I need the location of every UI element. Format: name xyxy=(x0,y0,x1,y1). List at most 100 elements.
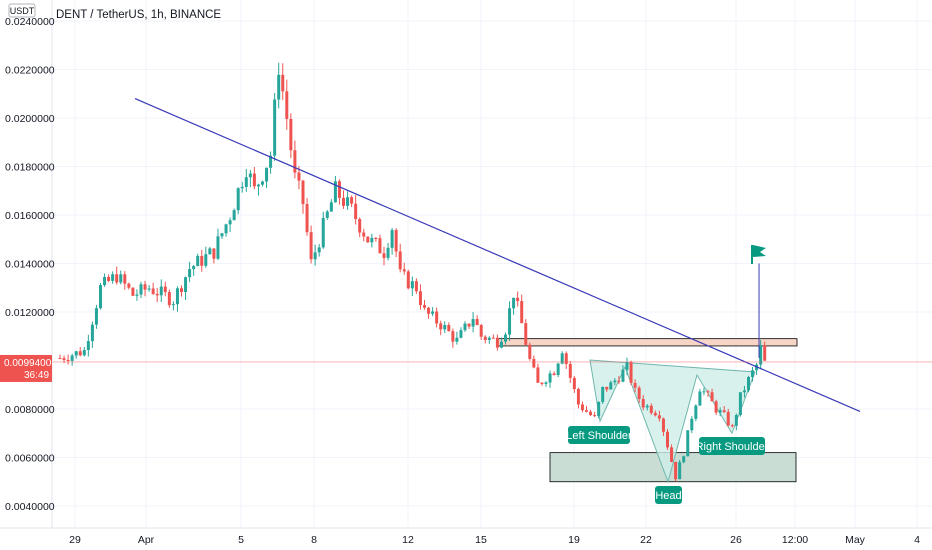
candle-body xyxy=(585,410,588,412)
candle-body xyxy=(702,391,706,393)
candle-body xyxy=(208,248,212,255)
last-price-tag: 0.0099400 36:49 xyxy=(0,354,52,382)
candle-body xyxy=(613,380,617,383)
candle-body xyxy=(718,410,722,413)
price-axis[interactable]: 0.0040000 0.0060000 0.0080000 0.0120000 0.01… xyxy=(5,16,55,513)
candle-body xyxy=(414,281,418,292)
candle-body xyxy=(99,285,102,309)
last-price-countdown: 36:49 xyxy=(24,370,49,381)
candle-body xyxy=(90,324,94,342)
candle-body xyxy=(629,362,633,383)
candle-body xyxy=(657,415,661,419)
candle-body xyxy=(463,323,467,331)
right-shoulder-label[interactable]: Right Shoulder xyxy=(696,437,769,455)
candle-body xyxy=(220,233,224,237)
price-tick-label: 0.0160000 xyxy=(5,210,55,222)
candle-body xyxy=(439,323,443,330)
candle-body xyxy=(131,287,135,296)
time-axis[interactable]: 29 Apr 5 8 12 15 19 22 26 12:00 May 4 xyxy=(69,534,920,546)
price-tick-label: 0.0240000 xyxy=(5,16,55,28)
candle-body xyxy=(366,236,370,243)
head-label[interactable]: Head xyxy=(655,486,682,504)
head-and-shoulders-pattern[interactable] xyxy=(589,359,756,484)
candle-body xyxy=(317,247,321,253)
candle-body xyxy=(333,181,337,203)
time-tick-label: 12:00 xyxy=(782,534,808,546)
flag-icon[interactable] xyxy=(751,245,766,264)
candle-body xyxy=(269,155,273,168)
candle-body xyxy=(682,456,686,463)
candle-body xyxy=(261,181,264,185)
candle-body xyxy=(532,358,536,368)
candle-body xyxy=(386,247,390,258)
price-tick-label: 0.0060000 xyxy=(5,453,55,465)
candle-body xyxy=(605,386,609,390)
candle-body xyxy=(435,311,439,324)
candle-body xyxy=(747,376,750,391)
candle-body xyxy=(180,288,183,292)
candle-body xyxy=(544,382,548,384)
candle-body xyxy=(589,411,593,416)
candle-body xyxy=(572,377,576,389)
price-axis-bg xyxy=(0,0,52,528)
candle-body xyxy=(370,237,374,243)
currency-badge-text: USDT xyxy=(10,6,35,16)
candle-body xyxy=(374,237,378,239)
candle-body xyxy=(123,274,127,284)
candle-body xyxy=(244,177,248,187)
candle-body xyxy=(633,382,637,388)
candle-body xyxy=(621,369,625,382)
currency-badge[interactable]: USDT xyxy=(8,3,36,18)
candle-body xyxy=(666,431,669,448)
candle-body xyxy=(499,341,503,348)
candle-body xyxy=(192,266,196,270)
candle-body xyxy=(451,331,455,342)
resistance-zone[interactable] xyxy=(496,338,798,347)
candle-body xyxy=(443,325,447,330)
candle-body xyxy=(678,462,682,480)
candle-body xyxy=(560,353,564,364)
candle-body xyxy=(107,276,111,281)
candle-body xyxy=(70,355,74,361)
candle-body xyxy=(710,392,714,402)
candle-body xyxy=(471,319,475,327)
candle-body xyxy=(491,337,495,339)
time-tick-label: 29 xyxy=(69,534,81,546)
candle-body xyxy=(329,202,333,212)
candle-body xyxy=(86,341,90,351)
candle-body xyxy=(325,211,329,218)
candle-body xyxy=(297,172,301,181)
candles-layer xyxy=(58,62,767,482)
time-tick-label: 19 xyxy=(568,534,580,546)
candle-body xyxy=(155,293,159,296)
candle-body xyxy=(337,181,341,198)
grid xyxy=(52,0,932,528)
candle-body xyxy=(625,362,629,370)
candle-body xyxy=(82,350,86,356)
candle-body xyxy=(402,269,406,272)
candle-body xyxy=(135,294,139,296)
candle-body xyxy=(406,271,410,289)
time-tick-label: Apr xyxy=(138,534,155,546)
candle-body xyxy=(653,412,657,416)
candle-body xyxy=(524,323,528,345)
price-tick-label: 0.0080000 xyxy=(5,404,55,416)
candle-body xyxy=(564,353,568,364)
candle-body xyxy=(232,210,236,221)
candle-body xyxy=(641,398,645,408)
candle-body xyxy=(601,386,605,402)
price-tick-label: 0.0220000 xyxy=(5,65,55,77)
candle-body xyxy=(313,252,317,260)
candle-body xyxy=(358,219,362,233)
candle-body xyxy=(516,297,520,302)
candle-body xyxy=(228,220,232,225)
left-shoulder-label[interactable]: Left Shoulder xyxy=(566,426,632,444)
candle-body xyxy=(759,345,763,365)
candle-body xyxy=(734,415,738,426)
candle-body xyxy=(265,167,269,182)
candle-body xyxy=(487,337,491,340)
descending-trendline[interactable] xyxy=(134,98,861,412)
candle-body xyxy=(568,363,572,378)
candle-body xyxy=(730,425,734,427)
